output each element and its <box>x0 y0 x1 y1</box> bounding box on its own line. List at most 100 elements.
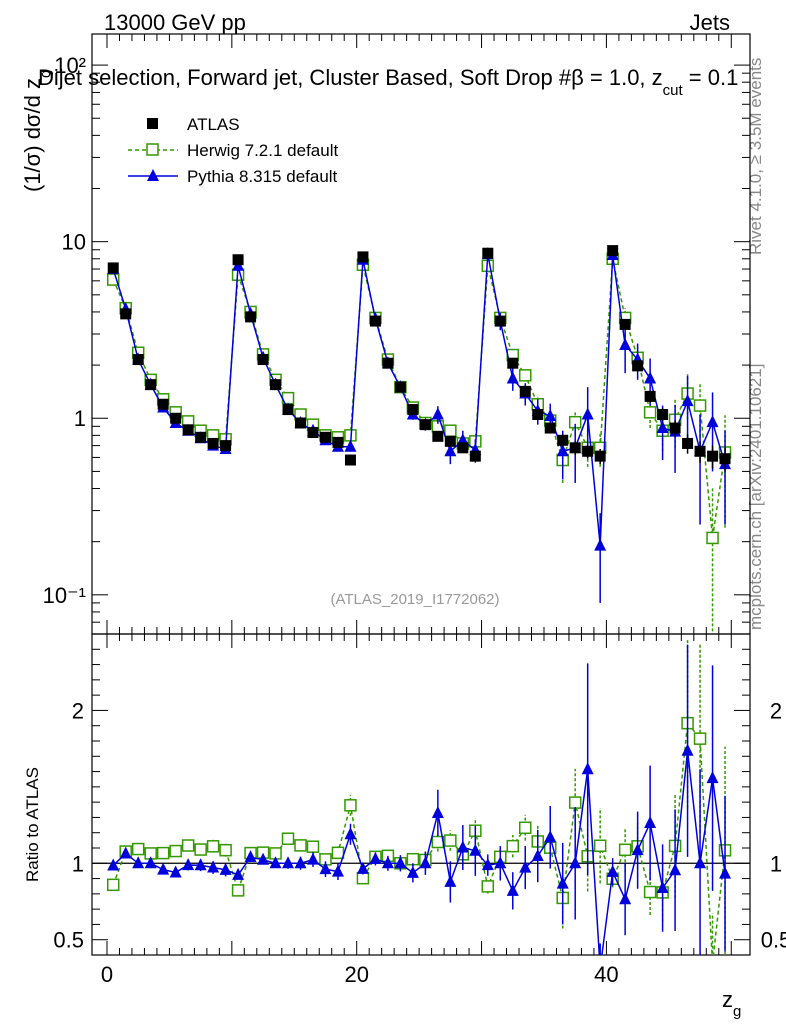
atlas-point <box>557 434 569 446</box>
pythia-point <box>406 865 419 878</box>
atlas-point <box>319 431 331 443</box>
ratio-y-axis-title: Ratio to ATLAS <box>23 767 42 882</box>
pythia-point <box>207 860 220 873</box>
pythia-point <box>431 805 444 818</box>
pythia-point <box>144 856 157 869</box>
pythia-point <box>556 444 569 457</box>
mcplots-label: mcplots.cern.ch [arXiv:2401.10621] <box>746 364 765 630</box>
pythia-point <box>331 864 344 877</box>
pythia-point <box>294 856 307 869</box>
atlas-point <box>307 427 319 439</box>
herwig-point <box>568 796 582 809</box>
atlas-point <box>295 417 307 429</box>
herwig-point <box>481 880 495 893</box>
herwig-point <box>593 839 607 852</box>
herwig-point <box>281 832 295 845</box>
herwig-point <box>519 821 532 835</box>
process-label: Jets <box>690 10 730 35</box>
x-tick-label: 20 <box>344 962 368 987</box>
ratio-y-tick-label-right: 2 <box>770 698 782 723</box>
pythia-point <box>456 433 469 446</box>
pythia-point <box>444 444 457 457</box>
atlas-point <box>507 357 519 369</box>
atlas-point <box>694 445 706 457</box>
atlas-point <box>432 430 444 442</box>
atlas-point <box>107 262 119 274</box>
pythia-point <box>469 843 482 856</box>
pythia-point <box>257 852 270 865</box>
atlas-point <box>170 412 182 424</box>
plot-subtitle-sub: cut <box>663 82 684 99</box>
pythia-point <box>232 867 245 880</box>
pythia-point <box>169 865 182 878</box>
atlas-point <box>257 354 269 366</box>
ratio-panel: 0 20 40 0.5 0.5 1 1 2 2 <box>53 633 786 987</box>
legend-herwig-marker <box>146 143 159 156</box>
pythia-point <box>219 862 232 875</box>
x-axis-title-sub: g <box>733 1003 741 1020</box>
atlas-point <box>120 308 132 320</box>
pythia-point <box>506 883 519 896</box>
pythia-point <box>544 830 557 843</box>
pythia-point <box>344 827 357 840</box>
pythia-point <box>656 881 669 894</box>
atlas-point <box>332 436 344 448</box>
herwig-point <box>444 834 457 847</box>
atlas-point <box>644 390 656 402</box>
main-y-axis-title-sub: g <box>37 70 54 78</box>
atlas-point <box>457 442 469 454</box>
pythia-point <box>531 849 544 862</box>
pythia-point <box>656 421 669 434</box>
atlas-point <box>195 431 207 443</box>
plot-subtitle: Dijet selection, Forward jet, Cluster Ba… <box>38 65 738 99</box>
atlas-point <box>719 453 731 465</box>
legend-pythia-label: Pythia 8.315 default <box>187 167 338 186</box>
pythia-point <box>182 858 195 871</box>
x-axis-title: zg <box>722 987 741 1020</box>
main-y-axis-title-main: (1/σ) dσ/d z <box>20 78 45 192</box>
herwig-point <box>169 844 182 858</box>
pythia-point <box>394 856 407 869</box>
pythia-point <box>506 371 519 384</box>
atlas-point <box>182 424 194 436</box>
rivet-label: Rivet 4.1.0, ≥ 3.5M events <box>746 58 765 255</box>
atlas-point <box>569 442 581 454</box>
x-tick-label: 0 <box>101 962 113 987</box>
atlas-point <box>519 385 531 397</box>
pythia-point <box>631 843 644 856</box>
legend-atlas-marker <box>147 118 158 129</box>
pythia-point <box>269 856 282 869</box>
atlas-point <box>282 404 294 416</box>
pythia-point <box>244 850 257 863</box>
pythia-point <box>481 858 494 871</box>
legend: ATLAS Herwig 7.2.1 default Pythia 8.315 … <box>128 115 338 186</box>
pythia-point <box>381 856 394 869</box>
atlas-point <box>207 437 219 449</box>
plot-subtitle-main: Dijet selection, Forward jet, Cluster Ba… <box>38 65 663 90</box>
herwig-point <box>444 424 457 437</box>
herwig-point <box>331 846 345 860</box>
herwig-point <box>306 840 320 853</box>
herwig-point <box>618 843 632 857</box>
pythia-line <box>112 253 726 546</box>
atlas-point <box>532 409 544 421</box>
pythia-point <box>644 371 657 384</box>
atlas-point <box>245 311 257 323</box>
atlas-point <box>407 404 419 416</box>
atlas-point <box>270 379 282 391</box>
ratio-y-tick-label-right: 0.5 <box>761 928 786 953</box>
pythia-point <box>619 892 632 905</box>
herwig-point <box>344 799 357 812</box>
atlas-point <box>145 379 157 391</box>
herwig-point <box>194 843 207 856</box>
atlas-point <box>394 381 406 393</box>
herwig-point <box>707 958 718 969</box>
atlas-point <box>382 357 394 369</box>
herwig-point <box>231 884 245 897</box>
pythia-point <box>681 743 694 756</box>
analysis-watermark: (ATLAS_2019_I1772062) <box>330 591 499 608</box>
pythia-point <box>431 407 444 420</box>
herwig-point <box>106 878 120 892</box>
herwig-point <box>506 839 520 853</box>
